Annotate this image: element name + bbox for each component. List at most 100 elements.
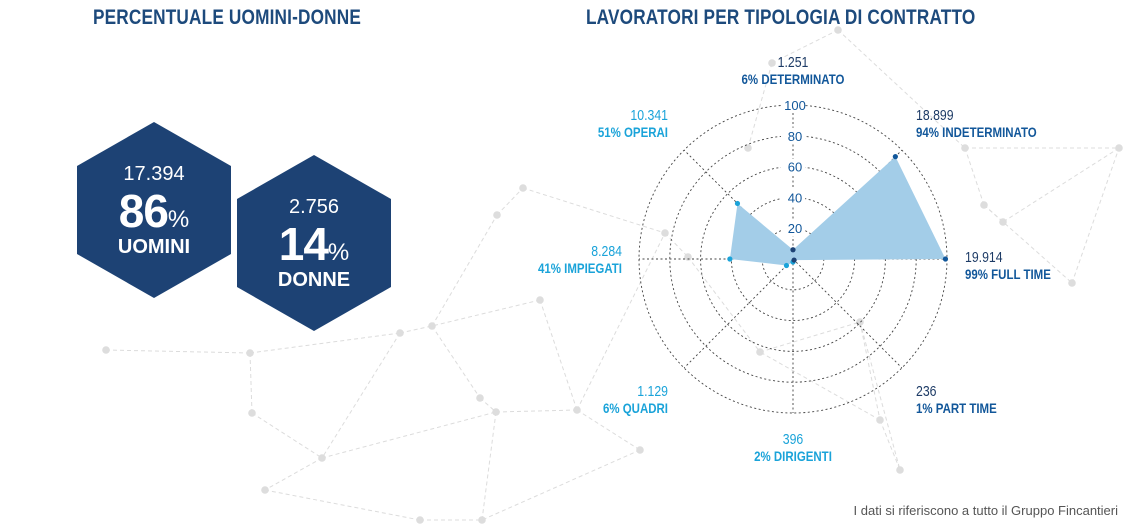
network-edge	[264, 457, 323, 491]
network-edge	[687, 256, 761, 353]
category-count: 236	[916, 383, 937, 399]
category-count: 10.341	[630, 107, 668, 123]
network-node	[248, 409, 256, 417]
network-node	[476, 394, 484, 402]
network-edge	[859, 321, 881, 421]
network-node	[636, 446, 644, 454]
network-edge	[1002, 147, 1120, 223]
network-node	[661, 229, 669, 237]
network-node	[896, 466, 904, 474]
category-label: 6% QUADRI	[603, 400, 668, 416]
network-edge	[759, 321, 861, 353]
network-node	[428, 322, 436, 330]
radial-tick-bg	[781, 189, 805, 206]
men-percent: 86%	[118, 185, 190, 237]
women-percent: 14%	[278, 218, 350, 270]
network-edge	[879, 419, 901, 471]
network-node	[492, 408, 500, 416]
network-edge	[747, 62, 773, 149]
radial-tick-bg	[781, 158, 805, 175]
network-edge	[983, 204, 1004, 223]
network-edge	[759, 351, 881, 421]
category-count: 18.899	[916, 107, 954, 123]
network-node	[519, 184, 527, 192]
men-count: 17.394	[123, 163, 185, 185]
radial-tick-label: 80	[788, 129, 802, 144]
network-node	[684, 253, 692, 261]
category-count: 396	[783, 431, 804, 447]
network-node	[536, 296, 544, 304]
category-count: 1.251	[778, 54, 809, 70]
category-count: 8.284	[591, 243, 622, 259]
network-edge	[321, 411, 497, 459]
footer-note: I dati si riferiscono a tutto il Gruppo …	[853, 503, 1118, 518]
network-edge	[249, 332, 401, 354]
network-edge	[664, 232, 689, 258]
radar-point	[791, 257, 797, 263]
network-node	[768, 59, 776, 67]
network-node	[834, 26, 842, 34]
network-node	[261, 486, 269, 494]
network-node	[416, 516, 424, 524]
network-edge	[431, 214, 498, 327]
category-count: 19.914	[965, 249, 1003, 265]
network-edge	[105, 349, 251, 354]
radar-chart-title: LAVORATORI PER TIPOLOGIA DI CONTRATTO	[586, 6, 976, 29]
network-edge	[837, 29, 966, 149]
network-edge	[964, 147, 985, 206]
women-label: DONNE	[277, 269, 351, 291]
network-edge	[264, 489, 421, 521]
network-edge	[576, 409, 641, 451]
network-node	[961, 144, 969, 152]
network-edge	[399, 325, 433, 334]
network-edge	[249, 352, 253, 414]
radar-point	[892, 154, 898, 160]
radar-area	[729, 156, 946, 266]
category-label: 41% IMPIEGATI	[538, 260, 622, 276]
network-node	[999, 218, 1007, 226]
network-node	[876, 416, 884, 424]
radar-point	[942, 256, 949, 262]
category-label: 51% OPERAI	[598, 124, 668, 140]
radar-point	[727, 256, 733, 262]
network-node	[246, 349, 254, 357]
left-chart-title: PERCENTUALE UOMINI-DONNE	[93, 6, 361, 29]
network-node	[318, 454, 326, 462]
radar-point	[783, 262, 790, 269]
radial-tick-label: 40	[788, 190, 802, 205]
network-edge	[522, 187, 666, 234]
women-count: 2.756	[288, 196, 340, 218]
radial-tick-label: 60	[788, 160, 802, 175]
network-edge	[431, 325, 481, 399]
network-edge	[496, 187, 524, 216]
radar-point	[734, 200, 741, 207]
network-node	[478, 516, 486, 524]
men-label: UOMINI	[117, 236, 191, 258]
radial-tick-label: 20	[788, 221, 802, 236]
network-node	[756, 348, 764, 356]
category-count: 1.129	[637, 383, 668, 399]
category-label: 94% INDETERMINATO	[916, 124, 1037, 140]
category-label: 99% FULL TIME	[965, 266, 1051, 282]
category-label: 6% DETERMINATO	[742, 71, 845, 87]
radial-tick-bg	[781, 97, 805, 113]
category-label: 1% PART TIME	[916, 400, 997, 416]
network-edge	[321, 332, 401, 459]
network-edge	[576, 232, 666, 411]
network-node	[1115, 144, 1123, 152]
network-node	[1068, 279, 1076, 287]
radial-tick-label: 100	[784, 98, 806, 113]
network-edge	[481, 449, 641, 521]
radial-tick-bg	[781, 127, 805, 144]
network-node	[396, 329, 404, 337]
network-node	[573, 406, 581, 414]
radial-tick-bg	[781, 220, 805, 237]
